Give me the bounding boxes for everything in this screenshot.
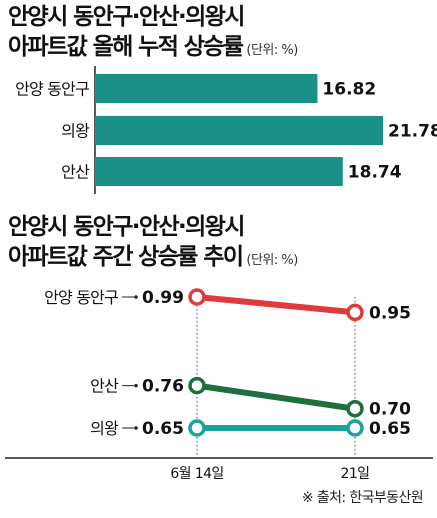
source-note: ※ 출처: 한국부동산원 (301, 490, 424, 506)
line-chart-title-text: 아파트값 주간 상승률 추이 (8, 244, 244, 270)
leader-dot (134, 295, 138, 299)
bar-value-label: 18.74 (348, 163, 402, 183)
point-marker (346, 303, 364, 322)
point-value-label: 0.76 (142, 377, 184, 397)
bar-chart-title-text: 아파트값 올해 누적 상승률 (8, 34, 244, 60)
leader-dot (134, 383, 138, 388)
bar-1 (95, 74, 318, 103)
bar-chart-unit: (단위: %) (246, 43, 298, 58)
series-line-1 (194, 294, 358, 316)
bar-category-label: 안양 동안구 (15, 80, 89, 99)
bar-chart-title-line-2: 아파트값 올해 누적 상승률 (단위: %) (8, 32, 298, 66)
series-name-label: 안양 동안구 (44, 288, 118, 307)
line-chart-unit: (단위: %) (246, 253, 298, 268)
point-marker (188, 288, 206, 306)
x-tick-label: 21일 (341, 466, 370, 482)
point-marker (346, 399, 364, 418)
point-value-label: 0.70 (369, 400, 411, 420)
point-marker (346, 419, 364, 437)
point-value-label: 0.99 (142, 288, 184, 308)
bar-3 (95, 157, 343, 186)
point-marker (188, 376, 206, 395)
bar-chart-title-line-1: 안양시 동안구·안산·의왕시 (8, 4, 245, 30)
point-value-label: 0.65 (369, 419, 411, 439)
point-value-label: 0.65 (142, 419, 184, 439)
bar-2 (95, 116, 383, 145)
bar-value-label: 16.82 (322, 80, 376, 100)
bar-category-label: 안산 (61, 163, 90, 182)
bar-value-label: 21.78 (388, 122, 437, 142)
point-marker (188, 419, 206, 437)
series-line-2 (194, 382, 358, 412)
line-chart-title-line-1: 안양시 동안구·안산·의왕시 (8, 214, 245, 240)
point-value-label: 0.95 (369, 303, 411, 323)
series-name-label: 안산 (90, 377, 119, 396)
series-name-label: 의왕 (90, 419, 119, 438)
x-tick-label: 6월 14일 (170, 466, 223, 482)
bar-category-label: 의왕 (61, 122, 90, 141)
line-chart-title-line-2: 아파트값 주간 상승률 추이 (단위: %) (8, 242, 298, 276)
leader-dot (134, 426, 138, 430)
